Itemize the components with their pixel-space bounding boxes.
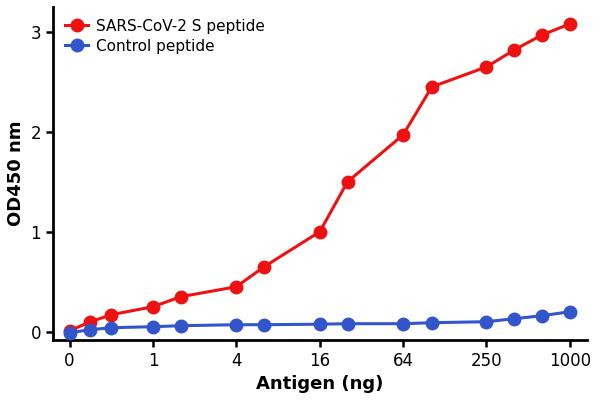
SARS-CoV-2 S peptide xyxy=(428,84,436,89)
Line: Control peptide: Control peptide xyxy=(64,306,576,339)
SARS-CoV-2 S peptide xyxy=(400,132,407,137)
SARS-CoV-2 S peptide xyxy=(566,22,574,26)
X-axis label: Antigen (ng): Antigen (ng) xyxy=(256,375,383,393)
SARS-CoV-2 S peptide xyxy=(87,319,94,324)
Control peptide xyxy=(87,327,94,332)
Line: SARS-CoV-2 S peptide: SARS-CoV-2 S peptide xyxy=(64,18,576,337)
Control peptide xyxy=(566,309,574,314)
Control peptide xyxy=(260,322,268,327)
Y-axis label: OD450 nm: OD450 nm xyxy=(7,120,25,226)
SARS-CoV-2 S peptide xyxy=(538,32,545,37)
Control peptide xyxy=(428,320,436,325)
SARS-CoV-2 S peptide xyxy=(344,180,351,184)
Control peptide xyxy=(149,324,157,329)
SARS-CoV-2 S peptide xyxy=(260,264,268,269)
Legend: SARS-CoV-2 S peptide, Control peptide: SARS-CoV-2 S peptide, Control peptide xyxy=(61,14,269,58)
Control peptide xyxy=(316,322,323,327)
Control peptide xyxy=(538,313,545,318)
Control peptide xyxy=(233,322,240,327)
SARS-CoV-2 S peptide xyxy=(149,304,157,309)
Control peptide xyxy=(177,323,184,328)
SARS-CoV-2 S peptide xyxy=(511,48,518,52)
SARS-CoV-2 S peptide xyxy=(107,312,115,317)
SARS-CoV-2 S peptide xyxy=(233,284,240,289)
SARS-CoV-2 S peptide xyxy=(66,328,73,333)
Control peptide xyxy=(66,330,73,335)
SARS-CoV-2 S peptide xyxy=(316,229,323,234)
Control peptide xyxy=(344,321,351,326)
Control peptide xyxy=(483,319,490,324)
Control peptide xyxy=(107,325,115,330)
SARS-CoV-2 S peptide xyxy=(483,64,490,69)
SARS-CoV-2 S peptide xyxy=(177,294,184,299)
Control peptide xyxy=(400,321,407,326)
Control peptide xyxy=(511,316,518,321)
